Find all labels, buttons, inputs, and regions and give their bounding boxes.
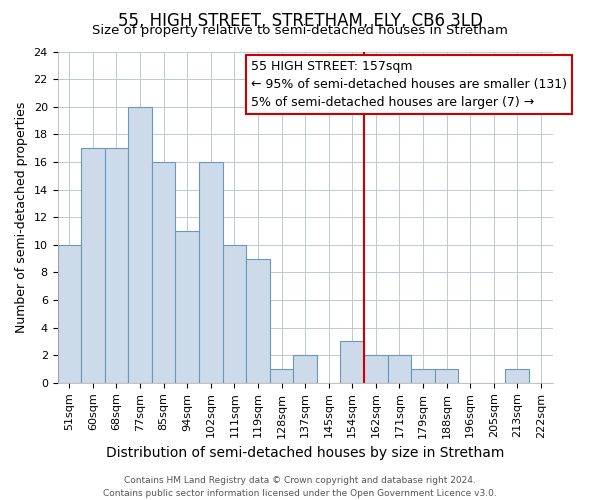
Bar <box>293 355 317 383</box>
Bar <box>199 162 223 383</box>
Bar <box>223 245 246 383</box>
Bar <box>364 355 388 383</box>
Bar <box>58 245 81 383</box>
Bar <box>435 369 458 383</box>
Bar <box>128 106 152 383</box>
Text: Contains HM Land Registry data © Crown copyright and database right 2024.
Contai: Contains HM Land Registry data © Crown c… <box>103 476 497 498</box>
Bar <box>81 148 104 383</box>
Bar <box>104 148 128 383</box>
Y-axis label: Number of semi-detached properties: Number of semi-detached properties <box>15 102 28 333</box>
Bar <box>411 369 435 383</box>
Bar <box>340 342 364 383</box>
Bar <box>175 231 199 383</box>
Bar <box>505 369 529 383</box>
Bar <box>270 369 293 383</box>
Bar <box>152 162 175 383</box>
X-axis label: Distribution of semi-detached houses by size in Stretham: Distribution of semi-detached houses by … <box>106 446 504 460</box>
Text: 55 HIGH STREET: 157sqm
← 95% of semi-detached houses are smaller (131)
5% of sem: 55 HIGH STREET: 157sqm ← 95% of semi-det… <box>251 60 566 109</box>
Bar <box>388 355 411 383</box>
Bar <box>246 258 270 383</box>
Text: Size of property relative to semi-detached houses in Stretham: Size of property relative to semi-detach… <box>92 24 508 37</box>
Text: 55, HIGH STREET, STRETHAM, ELY, CB6 3LD: 55, HIGH STREET, STRETHAM, ELY, CB6 3LD <box>118 12 482 30</box>
